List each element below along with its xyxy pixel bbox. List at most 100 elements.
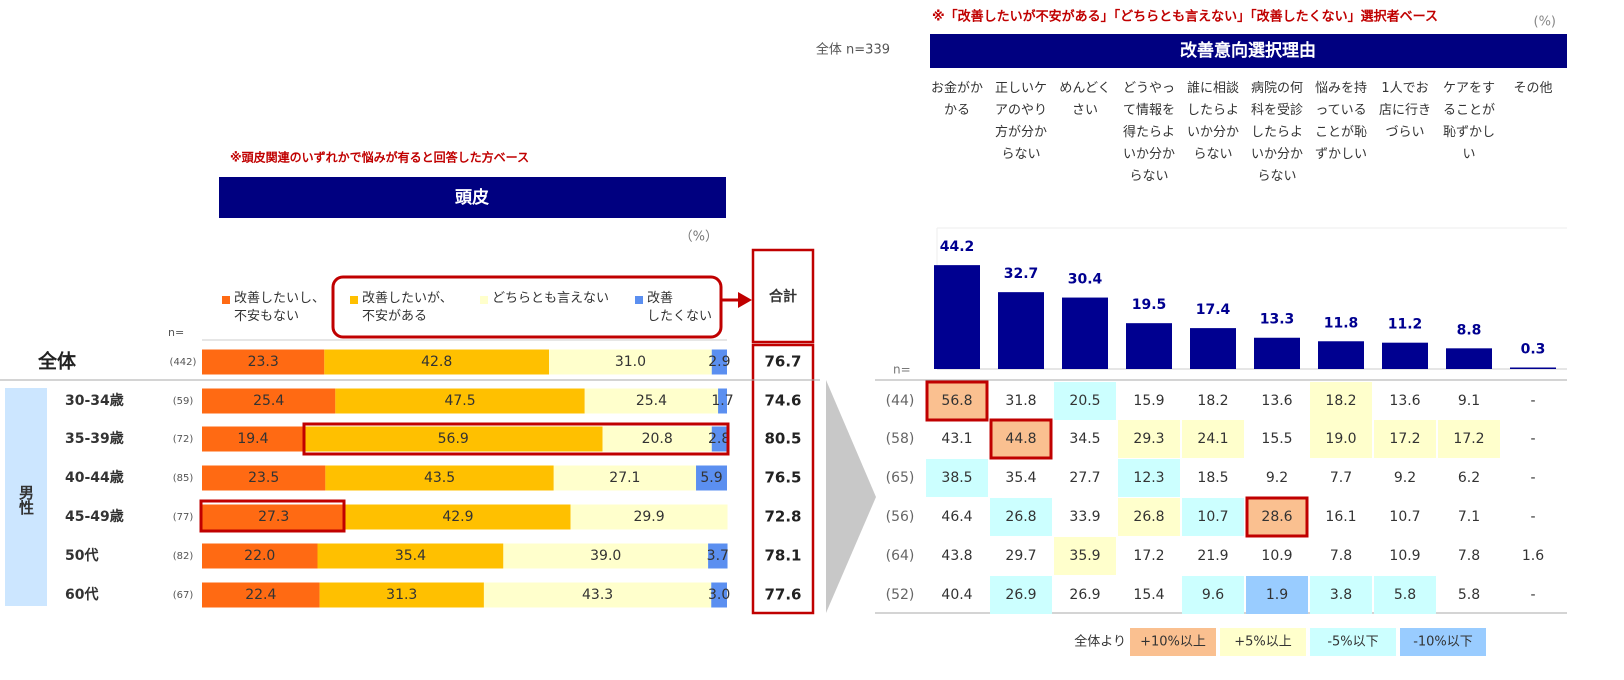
cell: 13.6: [1389, 393, 1420, 409]
bar-segment: [325, 465, 554, 491]
row-n: (44): [886, 393, 915, 409]
cell: 38.5: [941, 470, 972, 486]
legend-label: どちらとも言えない: [492, 291, 610, 306]
cell: 10.9: [1261, 548, 1292, 564]
row-label: 全体: [37, 350, 77, 373]
value-label: 29.9: [633, 509, 664, 525]
bar-segment: [584, 388, 719, 414]
legend-label: 改善したいが、 不安がある: [362, 291, 453, 324]
value-label: 2.8: [708, 431, 730, 447]
legend-label: 改善したいし、 不安もない: [234, 291, 326, 324]
value-label: 31.3: [386, 587, 417, 603]
cell: 29.7: [1005, 548, 1036, 564]
bar-segment: [324, 349, 550, 375]
cell-shade: [1374, 420, 1436, 458]
bar-segment: [202, 349, 325, 375]
total-value: 77.6: [764, 586, 801, 604]
cell-shade: [1054, 537, 1116, 575]
cell: 6.2: [1458, 470, 1480, 486]
cell: 43.1: [941, 431, 972, 447]
bar-segment: [319, 582, 484, 608]
cell: 5.8: [1458, 587, 1480, 603]
cell: 15.4: [1133, 587, 1164, 603]
cell: -: [1530, 470, 1535, 486]
group-label: 男性: [17, 485, 35, 515]
cell: 17.2: [1389, 431, 1420, 447]
cell: 35.9: [1069, 548, 1100, 564]
cell: 3.8: [1330, 587, 1352, 603]
cell: -: [1530, 393, 1535, 409]
n-value: (82): [173, 551, 194, 562]
cell-shade: [990, 576, 1052, 614]
bar-segment: [303, 426, 603, 452]
value-label: 25.4: [636, 393, 667, 409]
highlight-box: [989, 418, 1053, 460]
cell: 46.4: [941, 509, 972, 525]
cell: 9.1: [1458, 393, 1480, 409]
bar-segment: [696, 465, 727, 491]
cell-shade: [926, 459, 988, 497]
value-label: 31.0: [615, 354, 646, 370]
bar-segment: [335, 388, 585, 414]
cell: 29.3: [1133, 431, 1164, 447]
bar-segment: [553, 465, 697, 491]
legend-label: +5%以上: [1234, 635, 1292, 650]
bar: [998, 292, 1044, 369]
cell: 26.9: [1005, 587, 1036, 603]
cell: 17.2: [1453, 431, 1484, 447]
cell: 9.2: [1394, 470, 1416, 486]
cell: 26.9: [1069, 587, 1100, 603]
bar: [1062, 297, 1108, 369]
bar-segment: [202, 582, 320, 608]
total-value: 74.6: [764, 392, 801, 410]
bar-segment: [549, 349, 712, 375]
cell-shade: [1182, 420, 1244, 458]
cell: 34.5: [1069, 431, 1100, 447]
value-label: 11.2: [1388, 317, 1423, 333]
cell: 40.4: [941, 587, 972, 603]
highlight-box: [199, 499, 346, 533]
bar: [1318, 341, 1364, 369]
value-label: 8.8: [1457, 322, 1482, 338]
cell: 9.2: [1266, 470, 1288, 486]
legend-title: 全体より: [1074, 634, 1126, 650]
cell: 10.7: [1197, 509, 1228, 525]
title-bar: [930, 34, 1567, 68]
n-value: (442): [170, 357, 197, 368]
cell-shade: [1310, 420, 1372, 458]
value-label: 35.4: [395, 548, 426, 564]
value-label: 25.4: [253, 393, 284, 409]
bar-segment: [345, 504, 571, 530]
cell: 19.0: [1325, 431, 1356, 447]
value-label: 17.4: [1196, 302, 1231, 318]
legend-swatch: [1130, 628, 1216, 656]
legend-swatch: [222, 296, 230, 304]
value-label: 22.4: [245, 587, 276, 603]
value-label: 5.9: [700, 470, 722, 486]
bar-segment: [711, 582, 727, 608]
cell: 13.6: [1261, 393, 1292, 409]
legend-swatch: [1220, 628, 1306, 656]
cell: -: [1530, 431, 1535, 447]
row-label: 35-39歳: [65, 430, 124, 447]
cell: 28.6: [1261, 509, 1292, 525]
total-value: 80.5: [764, 430, 801, 448]
value-label: 39.0: [590, 548, 621, 564]
row-label: 30-34歳: [65, 392, 124, 409]
cell: 7.1: [1458, 509, 1480, 525]
cell-shade: [1118, 420, 1180, 458]
row-label: 50代: [65, 547, 98, 564]
category-label: 1人でお店に行きづらい: [1378, 81, 1431, 140]
value-label: 43.5: [424, 470, 455, 486]
total-value: 78.1: [764, 547, 801, 565]
legend-swatch: [350, 296, 358, 304]
unit: (%): [1534, 15, 1557, 30]
cell-shade: [1182, 498, 1244, 536]
cell: 9.6: [1202, 587, 1224, 603]
chart-title: 頭皮: [455, 187, 489, 208]
value-label: 13.3: [1260, 312, 1295, 328]
row-label: 45-49歳: [65, 508, 124, 525]
cell: 31.8: [1005, 393, 1036, 409]
category-label: 正しいケアのやり方が分からない: [994, 81, 1047, 162]
